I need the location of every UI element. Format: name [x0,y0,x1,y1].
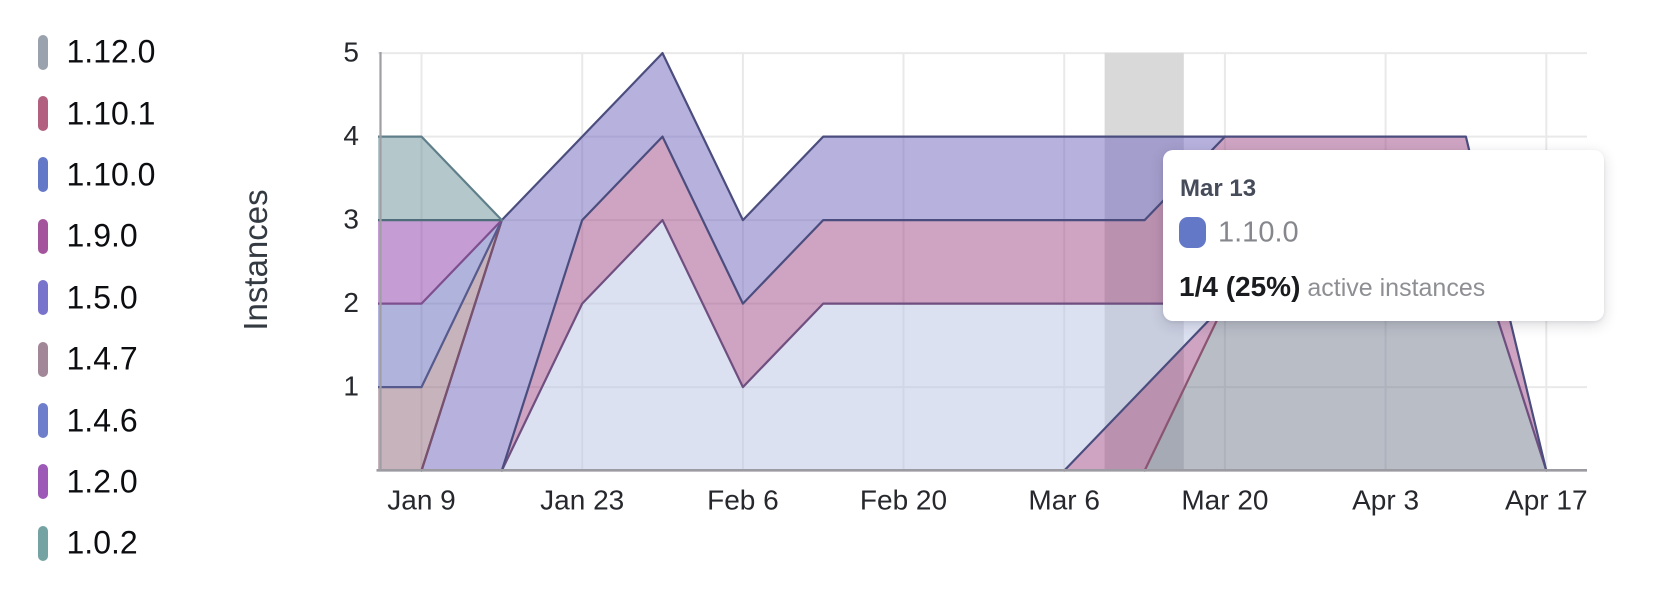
svg-text:2: 2 [343,287,359,318]
svg-text:Jan 9: Jan 9 [387,485,456,516]
svg-text:Feb 20: Feb 20 [860,485,947,516]
svg-text:Instances: Instances [237,189,274,330]
svg-text:Mar 20: Mar 20 [1181,485,1268,516]
svg-text:3: 3 [343,204,359,235]
svg-text:5: 5 [343,37,359,68]
svg-text:Apr 3: Apr 3 [1352,485,1419,516]
svg-text:Apr 17: Apr 17 [1505,485,1588,516]
svg-text:Mar 6: Mar 6 [1028,485,1100,516]
svg-text:4: 4 [343,120,359,151]
svg-text:Jan 23: Jan 23 [540,485,624,516]
svg-text:1: 1 [343,371,359,402]
svg-text:Feb 6: Feb 6 [707,485,779,516]
